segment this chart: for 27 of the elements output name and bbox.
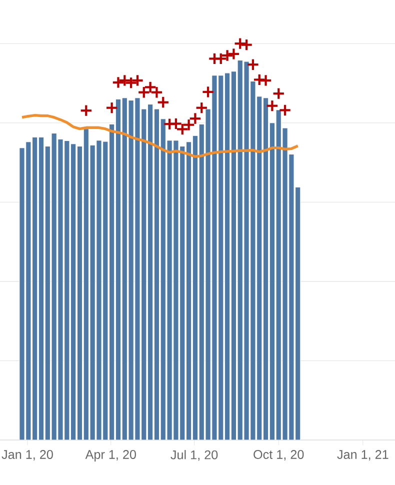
point [220,49,234,62]
point [214,52,228,66]
point [272,87,286,100]
point [195,101,208,114]
x-tick-label: Oct 1, 20 [254,450,304,460]
point [131,74,144,87]
x-tick-label: Jan 1, 20 [2,450,53,460]
point [259,74,272,87]
point [156,96,170,109]
point [105,101,118,114]
point [278,104,292,117]
x-tick-label: Jul 1, 20 [170,450,218,461]
point [112,76,125,89]
point [137,86,150,99]
x-tick-label: Apr 1, 20 [85,450,136,462]
point [234,37,247,50]
point [202,86,214,98]
point [266,99,279,112]
point [246,58,260,72]
point [252,73,266,86]
point [163,118,176,130]
point [182,118,196,132]
point [240,38,253,52]
point [227,48,240,60]
point [188,112,202,125]
point [80,104,93,117]
x-tick-label: Jan 1, 21 [337,450,388,460]
